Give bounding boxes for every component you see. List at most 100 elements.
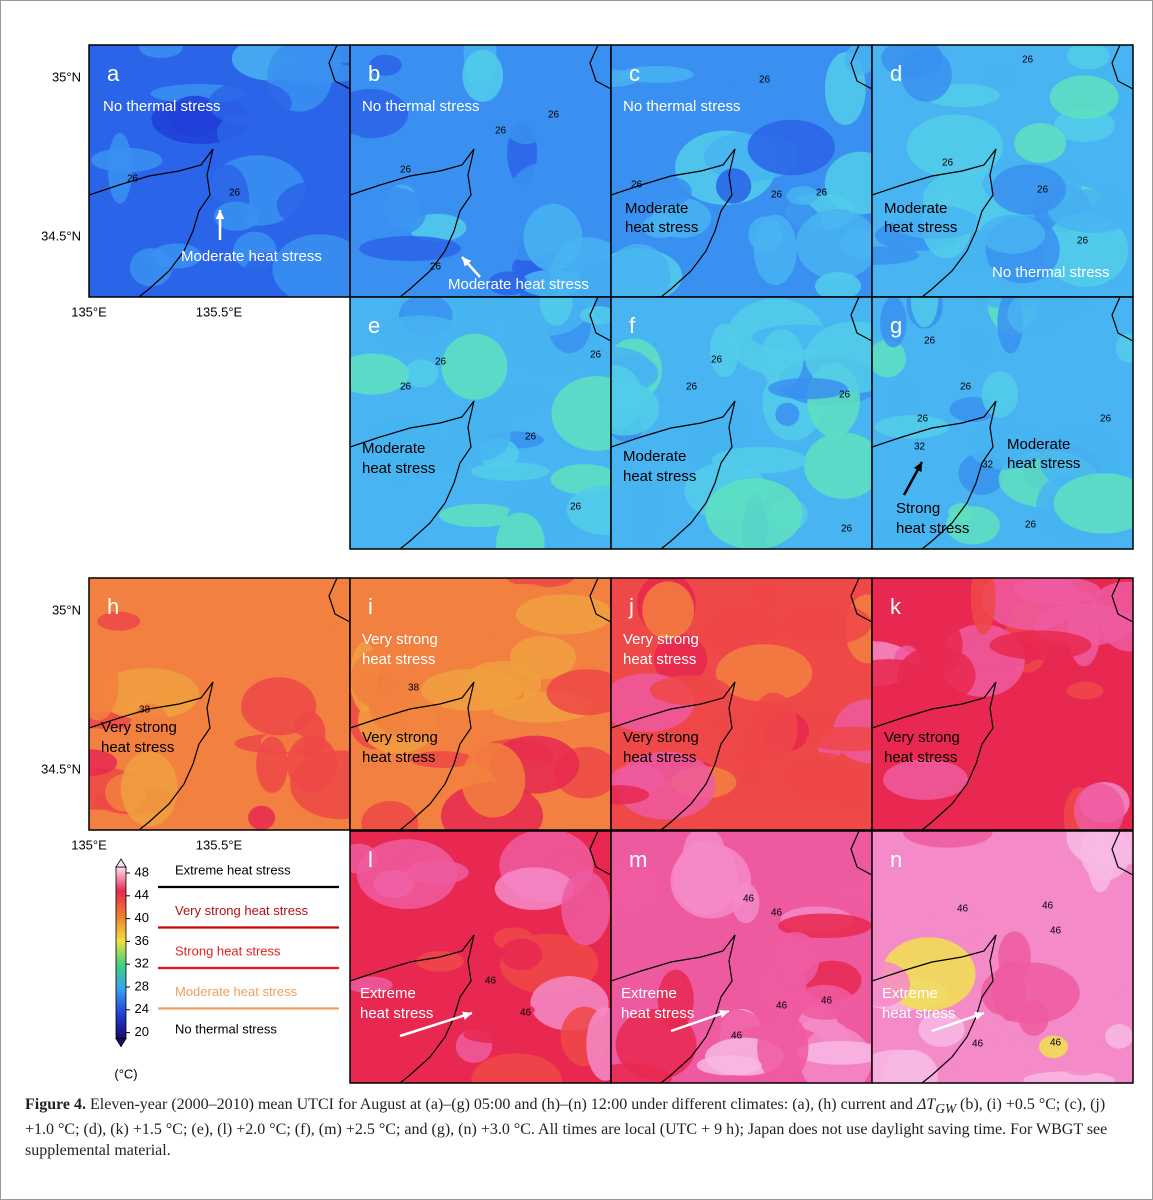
annotation: No thermal stress xyxy=(362,98,480,115)
caption-subscript: GW xyxy=(935,1101,956,1116)
contour-label: 26 xyxy=(1022,55,1034,66)
annotation: heat stress xyxy=(1007,455,1080,472)
map-patch xyxy=(650,675,731,705)
map-patch xyxy=(750,693,798,763)
map-patch xyxy=(336,353,409,394)
map-patch xyxy=(710,323,739,377)
contour-label: 26 xyxy=(917,414,929,425)
contour-label: 26 xyxy=(430,262,442,273)
contour-label: 26 xyxy=(841,524,853,535)
map-patch xyxy=(1105,1024,1133,1049)
legend-label: Very strong heat stress xyxy=(175,903,308,918)
map-patch xyxy=(948,503,973,521)
map-patch xyxy=(845,43,875,75)
annotation: heat stress xyxy=(896,520,969,537)
lon-label: 135.5°E xyxy=(196,304,243,319)
map-patch xyxy=(991,164,1066,214)
map-panel: aNo thermal stressModerate heat stress26… xyxy=(77,35,377,311)
annotation: heat stress xyxy=(362,651,435,668)
map-patch xyxy=(78,647,119,720)
map-patch xyxy=(462,50,503,102)
map-patch xyxy=(1080,825,1130,880)
map-patch xyxy=(1067,42,1110,70)
contour-label: 46 xyxy=(821,996,833,1007)
map-patch xyxy=(121,751,178,826)
panel-letter: l xyxy=(368,847,373,872)
annotation: heat stress xyxy=(621,1005,694,1022)
map-patch xyxy=(990,631,1092,660)
annotation: Strong xyxy=(896,500,940,517)
map-patch xyxy=(923,909,984,940)
contour-label: 26 xyxy=(525,432,537,443)
annotation: No thermal stress xyxy=(103,98,221,115)
map xyxy=(336,265,646,573)
panel-letter: f xyxy=(629,313,636,338)
map-patch xyxy=(748,120,835,176)
lon-label: 135°E xyxy=(71,304,107,319)
map xyxy=(52,578,391,847)
map-patch xyxy=(287,592,347,630)
map-patch xyxy=(1054,473,1152,533)
caption-text: Eleven-year (2000–2010) mean UTCI for Au… xyxy=(86,1096,917,1113)
annotation: heat stress xyxy=(101,739,174,756)
colorbar-tick-label: 40 xyxy=(135,910,149,925)
map-patch xyxy=(786,186,818,205)
map-patch xyxy=(986,65,1015,86)
annotation: heat stress xyxy=(362,460,435,477)
map-patch xyxy=(869,339,906,377)
map-patch xyxy=(775,403,799,426)
map-patch xyxy=(256,737,288,793)
map-patch xyxy=(1007,292,1060,336)
colorbar-tick-label: 28 xyxy=(135,978,149,993)
map xyxy=(586,547,905,830)
map-patch xyxy=(208,81,291,126)
map-patch xyxy=(772,932,819,987)
contour-label: 26 xyxy=(1025,520,1037,531)
contour-label: 46 xyxy=(520,1008,532,1019)
panel-letter: h xyxy=(107,594,119,619)
contour-label: 26 xyxy=(711,355,723,366)
panel-letter: a xyxy=(107,61,120,86)
contour-label: 26 xyxy=(1077,236,1089,247)
contour-label: 26 xyxy=(942,158,954,169)
map-panel: gStrongheat stressModerateheat stress262… xyxy=(869,261,1152,566)
annotation: heat stress xyxy=(623,468,696,485)
contour-label: 26 xyxy=(495,126,507,137)
map-panel: jVery strongheat stressVery strongheat s… xyxy=(586,547,905,830)
map-patch xyxy=(406,860,468,884)
contour-label: 46 xyxy=(743,894,755,905)
contour-label: 26 xyxy=(924,336,936,347)
map-patch xyxy=(815,272,861,300)
annotation: Very strong xyxy=(623,631,699,648)
lon-label: 135°E xyxy=(71,837,107,852)
panel-letter: n xyxy=(890,847,902,872)
contour-label: 38 xyxy=(408,683,420,694)
contour-label: 26 xyxy=(631,180,643,191)
map-patch xyxy=(1050,75,1119,119)
map-patch xyxy=(130,248,173,286)
map-patch xyxy=(241,677,316,735)
map-patch xyxy=(889,383,917,416)
panel-letter: m xyxy=(629,847,647,872)
contour-label: 26 xyxy=(548,110,560,121)
map-patch xyxy=(277,182,352,229)
colorbar-bottom xyxy=(116,1039,126,1047)
legend-label: Extreme heat stress xyxy=(175,862,291,877)
map-patch xyxy=(768,378,848,399)
annotation: heat stress xyxy=(625,219,698,236)
map-panel: lExtremeheat stress4646 xyxy=(339,814,624,1091)
map-patch xyxy=(248,806,275,830)
annotation: Extreme xyxy=(360,985,416,1002)
contour-label: 38 xyxy=(139,705,151,716)
map-patch xyxy=(907,114,1004,178)
map-patch xyxy=(757,1013,808,1083)
map-patch xyxy=(804,432,883,498)
annotation: heat stress xyxy=(360,1005,433,1022)
map-patch xyxy=(919,618,963,673)
map-panel: dModerateheat stressNo thermal stress262… xyxy=(826,39,1152,297)
annotation: Very strong xyxy=(362,729,438,746)
